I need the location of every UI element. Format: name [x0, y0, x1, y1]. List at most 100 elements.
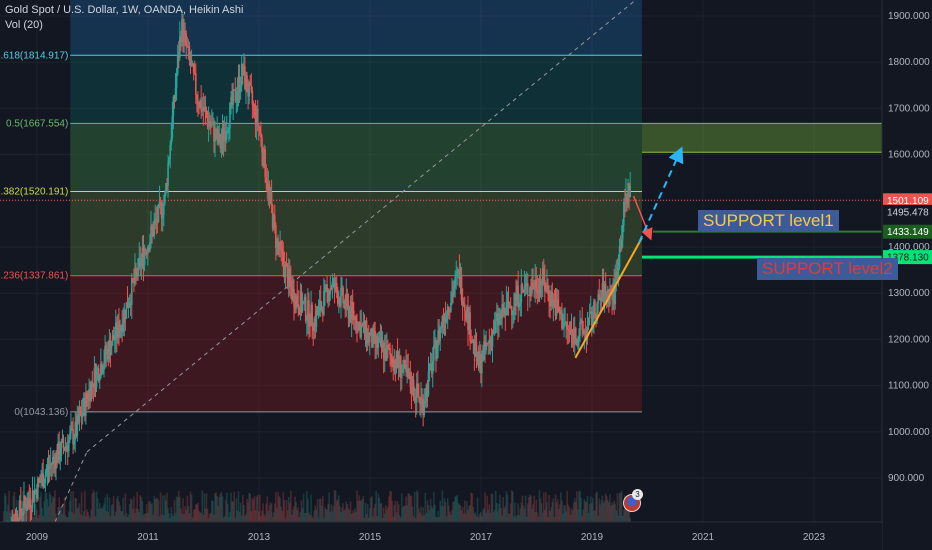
volume-bar [539, 498, 542, 522]
volume-bar [392, 516, 395, 522]
volume-bar [19, 505, 22, 522]
candle-body [557, 305, 560, 312]
candle-body [572, 332, 575, 344]
volume-bar [439, 500, 442, 522]
candle-body [167, 163, 169, 186]
candle-body [460, 275, 463, 301]
volume-bar [453, 501, 455, 522]
candle-body [236, 91, 239, 100]
candle-body [73, 439, 75, 445]
candle-body [578, 335, 580, 340]
candle-body [427, 371, 430, 395]
candle-body [595, 315, 597, 322]
plot-area [0, 0, 882, 522]
volume-bar [91, 493, 94, 522]
candle-body [535, 279, 538, 291]
fib-level-label: 0.382(1520.191) [0, 186, 68, 197]
candle-body [525, 283, 528, 285]
candle-body [65, 445, 68, 447]
candle-body [405, 364, 407, 372]
candle-body [348, 309, 351, 319]
candle-body [395, 350, 398, 369]
candle-body [338, 298, 340, 305]
volume-bar [486, 495, 488, 522]
price-tag [883, 193, 932, 208]
candle-body [521, 284, 524, 291]
candle-body [426, 384, 429, 395]
candle-body [295, 295, 297, 309]
candle-body [286, 266, 289, 288]
candle-body [312, 326, 315, 332]
volume-bar [474, 512, 477, 522]
candle-body [145, 251, 148, 255]
support-level1-label[interactable]: SUPPORT level1 [698, 209, 839, 232]
candle-body [48, 466, 51, 470]
candle-body [520, 284, 523, 303]
volume-bar [150, 503, 152, 522]
volume-bar [87, 511, 89, 522]
volume-bar [406, 505, 408, 522]
candle-body [378, 337, 381, 342]
candle-body [282, 252, 285, 265]
volume-bar [419, 512, 421, 522]
volume-bar [359, 500, 361, 522]
volume-bar [164, 495, 166, 522]
candle-body [531, 282, 533, 294]
candle-body [193, 72, 196, 74]
candle-body [517, 285, 519, 308]
volume-bar [73, 513, 75, 522]
candle-body [221, 128, 224, 142]
volume-bar [564, 505, 566, 522]
event-count-badge[interactable]: 3 [632, 489, 643, 500]
volume-bar [76, 508, 79, 522]
volume-bar [441, 490, 444, 522]
volume-bar [255, 496, 258, 522]
volume-bar [78, 503, 81, 522]
candle-body [310, 304, 312, 327]
volume-bar [356, 490, 358, 522]
candle-body [317, 306, 320, 315]
candle-body [255, 108, 258, 125]
volume-bar [146, 513, 149, 522]
candle-body [158, 201, 161, 205]
candle-body [524, 284, 527, 287]
candle-body [198, 105, 200, 109]
volume-indicator-label[interactable]: Vol (20) [5, 19, 43, 31]
candle-body [151, 226, 153, 229]
volume-bar [70, 491, 72, 522]
candle-body [342, 287, 344, 304]
support-level2-label[interactable]: SUPPORT level2 [757, 258, 898, 281]
volume-bar [510, 490, 513, 522]
candle-body [364, 320, 367, 334]
candle-body [130, 278, 133, 305]
candle-body [423, 403, 426, 415]
volume-bar [49, 494, 52, 522]
volume-bar [221, 496, 224, 522]
volume-bar [482, 509, 484, 522]
volume-bar [383, 513, 386, 522]
candle-body [514, 295, 516, 307]
candle-body [315, 310, 318, 327]
volume-bar [338, 495, 340, 522]
volume-bar [316, 499, 319, 522]
volume-bar [128, 504, 131, 522]
candle-body [373, 329, 375, 332]
volume-bar [413, 491, 416, 522]
candle-body [351, 302, 354, 311]
volume-bar [507, 513, 510, 522]
volume-bar [173, 500, 176, 522]
volume-bar [342, 503, 344, 522]
volume-bar [362, 495, 365, 522]
volume-bar [170, 506, 173, 522]
volume-bar [458, 504, 461, 522]
volume-bar [629, 517, 632, 522]
candle-body [259, 126, 261, 134]
candle-body [143, 251, 146, 266]
candle-body [199, 100, 201, 109]
volume-bar [165, 500, 167, 522]
candle-body [129, 302, 132, 305]
candle-body [127, 306, 130, 309]
candle-body [121, 325, 123, 333]
volume-bar [109, 516, 112, 522]
